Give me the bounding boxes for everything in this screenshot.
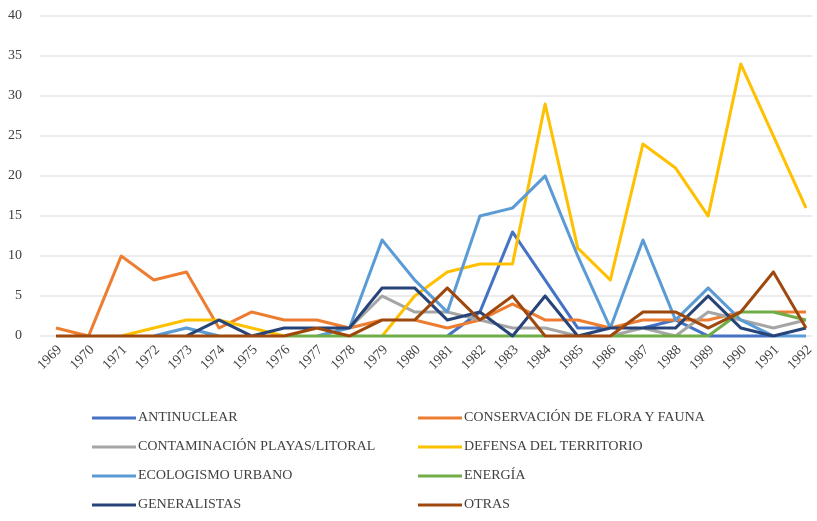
- legend-label: ENERGÍA: [464, 466, 526, 483]
- x-tick-label: 1987: [622, 342, 652, 372]
- x-tick-label: 1986: [589, 342, 619, 372]
- x-tick-label: 1988: [654, 342, 684, 372]
- legend-label: CONSERVACIÓN DE FLORA Y FAUNA: [464, 408, 706, 425]
- x-tick-label: 1970: [67, 342, 97, 372]
- x-tick-label: 1975: [230, 342, 260, 372]
- x-tick-label: 1991: [752, 342, 782, 372]
- y-tick-label: 35: [8, 48, 22, 63]
- x-tick-label: 1989: [687, 342, 717, 372]
- legend-label: OTRAS: [464, 497, 510, 512]
- x-tick-label: 1976: [263, 342, 293, 372]
- y-tick-label: 5: [15, 288, 22, 303]
- y-tick-label: 30: [8, 88, 22, 103]
- x-tick-label: 1980: [393, 342, 423, 372]
- series-line: [56, 270, 808, 338]
- y-tick-label: 10: [8, 248, 22, 263]
- series-line: [56, 62, 808, 338]
- legend-label: CONTAMINACIÓN PLAYAS/LITORAL: [138, 437, 375, 454]
- y-tick-label: 15: [8, 208, 22, 223]
- x-tick-label: 1983: [491, 342, 521, 372]
- x-tick-label: 1992: [785, 342, 815, 372]
- legend-label: GENERALISTAS: [138, 497, 241, 512]
- x-tick-label: 1990: [719, 342, 749, 372]
- x-tick-label: 1971: [100, 342, 130, 372]
- legend-label: ECOLOGISMO URBANO: [138, 468, 292, 483]
- legend-label: ANTINUCLEAR: [138, 410, 238, 425]
- x-tick-label: 1977: [296, 342, 326, 372]
- series-line: [55, 254, 806, 338]
- y-tick-label: 40: [8, 8, 22, 23]
- x-tick-label: 1981: [426, 342, 456, 372]
- x-tick-label: 1979: [361, 342, 391, 372]
- x-tick-label: 1985: [556, 342, 586, 372]
- x-tick-label: 1973: [165, 342, 195, 372]
- x-tick-label: 1969: [35, 342, 65, 372]
- x-tick-label: 1984: [524, 342, 554, 372]
- x-tick-label: 1978: [328, 342, 358, 372]
- x-tick-label: 1982: [459, 342, 489, 372]
- legend-label: DEFENSA DEL TERRITORIO: [464, 439, 643, 454]
- x-tick-label: 1972: [133, 342, 163, 372]
- y-tick-label: 0: [15, 328, 22, 343]
- y-tick-label: 25: [8, 128, 22, 143]
- y-tick-label: 20: [8, 168, 22, 183]
- x-tick-label: 1974: [198, 342, 228, 372]
